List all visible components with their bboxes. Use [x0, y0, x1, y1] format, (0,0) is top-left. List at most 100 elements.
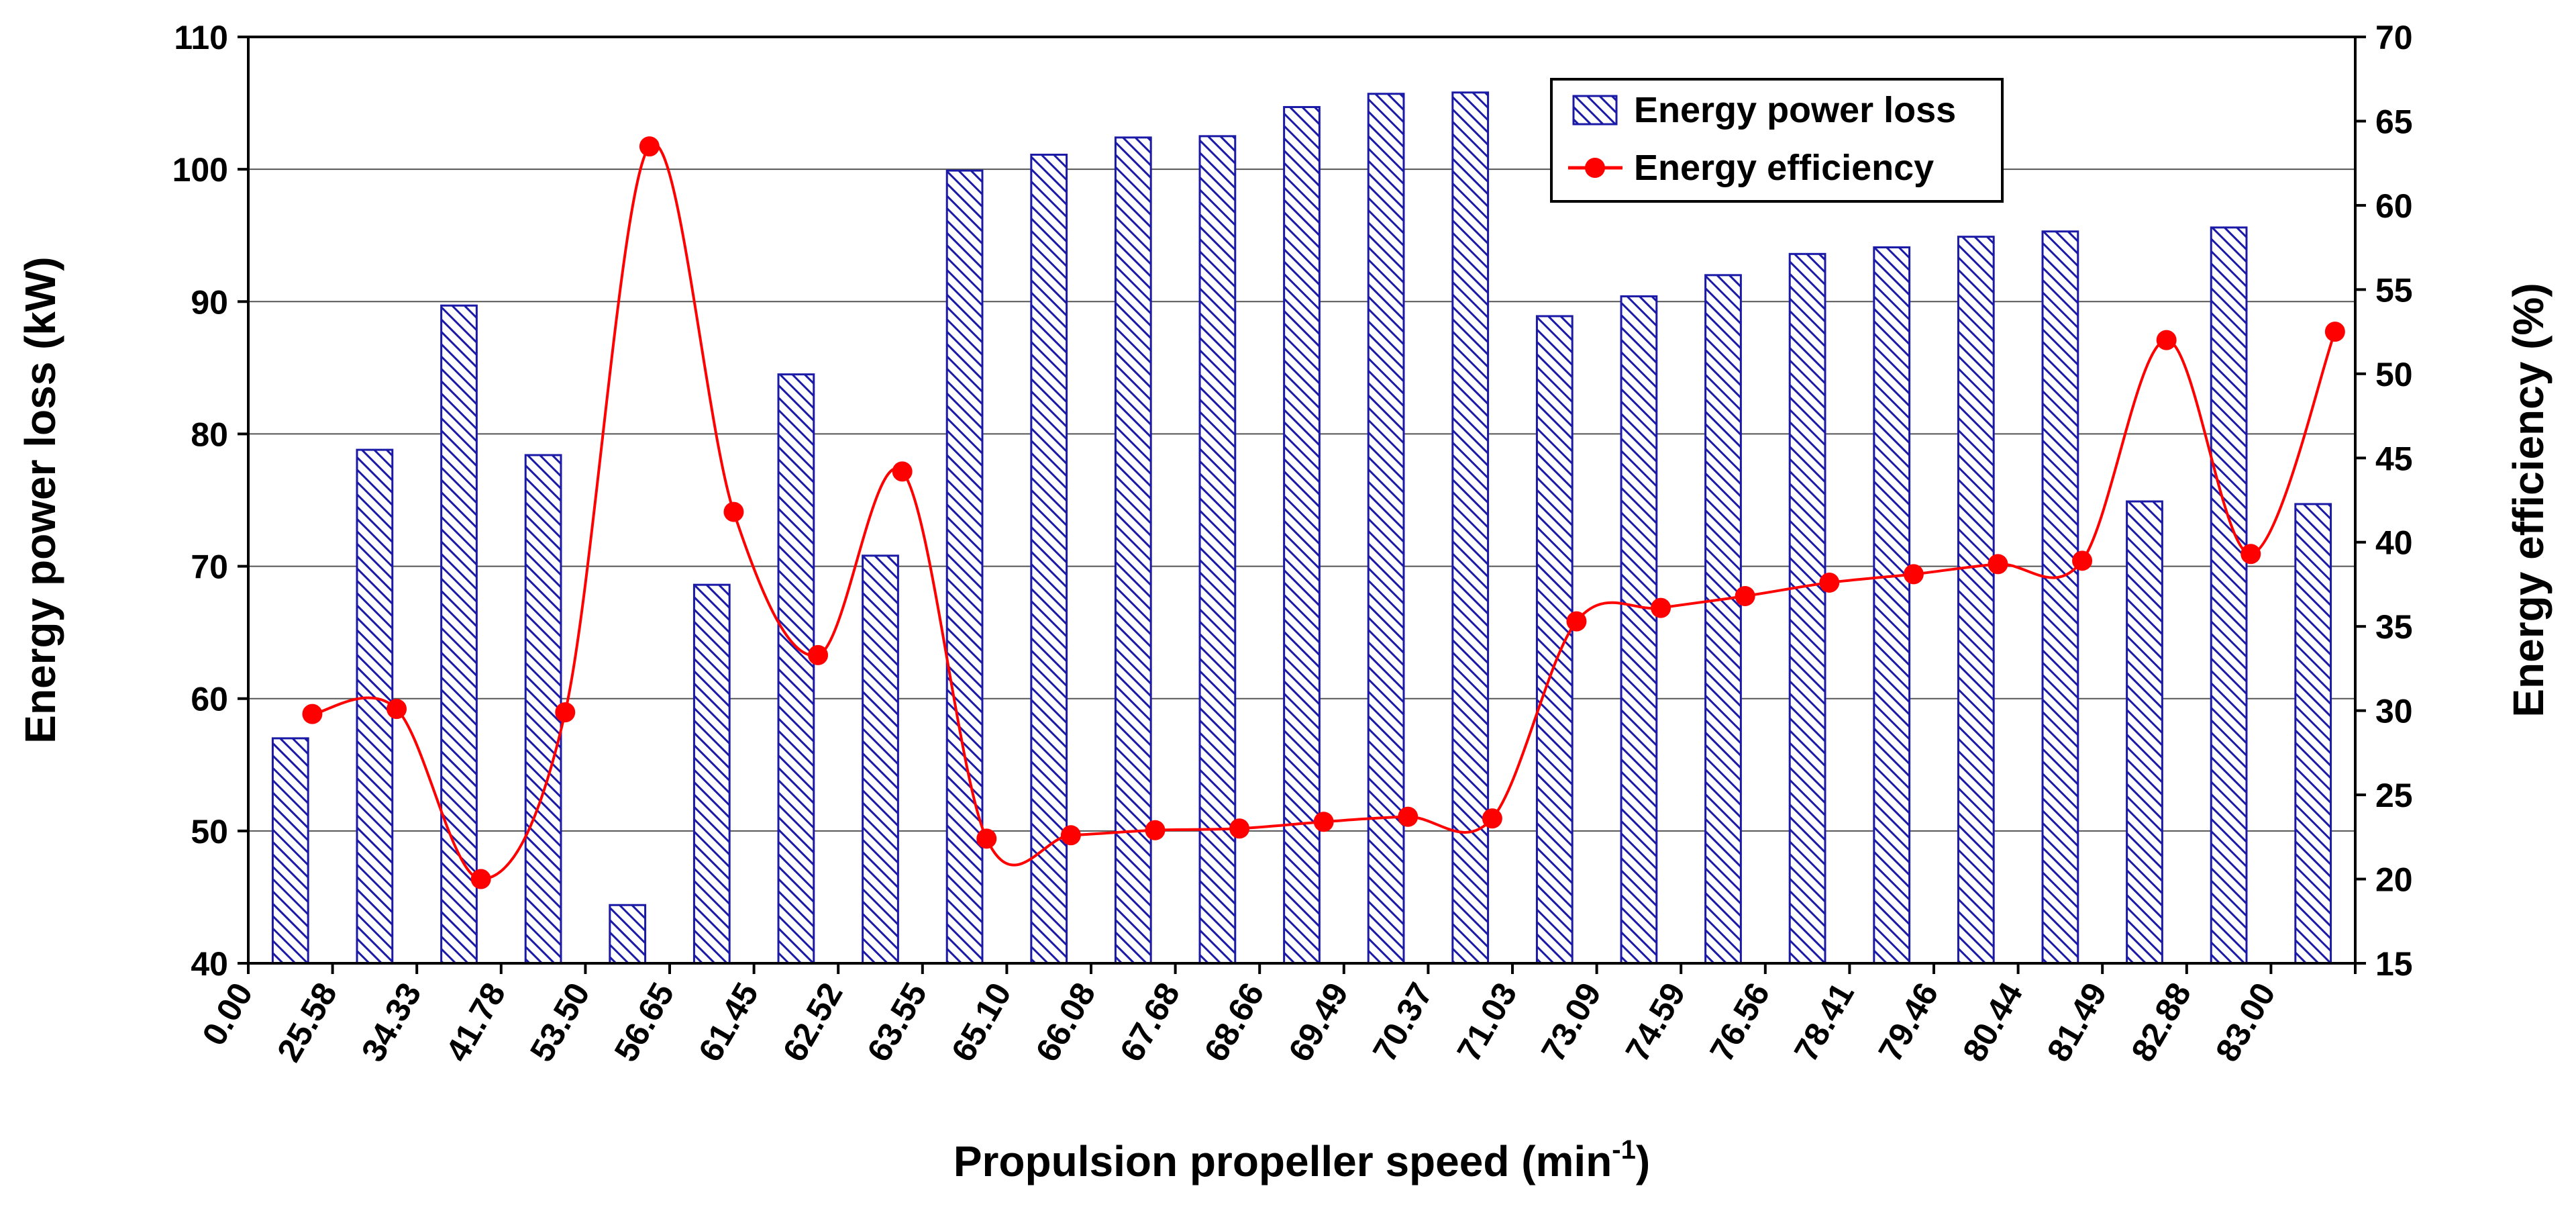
right-tick-label-70: 70	[2375, 19, 2413, 56]
x-tick-label: 81.49	[2040, 977, 2114, 1068]
bar-power-loss	[440, 304, 478, 965]
x-tick-label: 67.68	[1113, 977, 1187, 1068]
left-tick-label-90: 90	[191, 283, 228, 321]
x-tick-label: 78.41	[1787, 977, 1861, 1068]
point-efficiency	[470, 869, 491, 889]
bar-power-loss	[1283, 105, 1321, 965]
legend-box	[1550, 78, 2004, 203]
left-y-axis: 40 50 60 70 80 90 100 110	[172, 19, 248, 983]
point-efficiency	[1651, 597, 1671, 618]
x-tick-label: 56.65	[607, 977, 681, 1068]
x-axis-title: Propulsion propeller speed (min-1)	[954, 1135, 1650, 1185]
bar-power-loss	[1620, 295, 1658, 965]
efficiency-line	[312, 142, 2336, 881]
left-tick-label-40: 40	[191, 945, 228, 983]
point-efficiency	[1060, 825, 1081, 846]
point-efficiency	[1566, 611, 1587, 632]
bar-power-loss	[1114, 136, 1152, 965]
right-tick-label-30: 30	[2375, 693, 2413, 730]
legend-swatch-power-loss	[1572, 95, 1618, 126]
point-efficiency	[1313, 812, 1334, 832]
point-efficiency	[555, 702, 576, 723]
point-efficiency	[2072, 550, 2093, 571]
x-tick-label: 62.52	[776, 977, 850, 1068]
point-efficiency	[1735, 586, 1755, 607]
point-efficiency	[2156, 330, 2177, 350]
x-tick-label: 68.66	[1197, 977, 1272, 1068]
x-tick-label: 69.49	[1281, 977, 1355, 1068]
bar-power-loss	[945, 169, 984, 965]
point-efficiency	[1398, 806, 1419, 827]
right-tick-label-65: 65	[2375, 103, 2413, 140]
x-axis-title-close: )	[1636, 1137, 1650, 1185]
left-tick-label-110: 110	[174, 19, 228, 56]
x-tick-label: 0.00	[195, 977, 260, 1052]
efficiency-points	[302, 136, 2345, 889]
bar-power-loss	[2294, 503, 2332, 965]
x-tick-label: 66.08	[1028, 977, 1102, 1068]
point-efficiency	[302, 703, 323, 724]
bar-power-loss	[862, 554, 899, 965]
bar-power-loss	[777, 373, 815, 965]
left-tick-label-50: 50	[191, 813, 228, 851]
x-axis-title-superscript: -1	[1612, 1135, 1636, 1165]
point-efficiency	[387, 699, 407, 720]
bar-power-loss	[1788, 252, 1826, 965]
legend-marker-efficiency	[1585, 158, 1605, 178]
right-tick-label-40: 40	[2375, 524, 2413, 562]
right-tick-label-45: 45	[2375, 440, 2413, 477]
x-tick-label: 74.59	[1618, 977, 1693, 1068]
point-efficiency	[892, 461, 913, 482]
x-tick-label: 76.56	[1702, 977, 1777, 1068]
right-y-axis: 15 20 25 30 35 40 45 50 55 60 65 70	[2355, 19, 2413, 983]
bar-power-loss	[271, 737, 309, 965]
right-tick-label-20: 20	[2375, 861, 2413, 899]
point-efficiency	[1903, 564, 1924, 585]
bar-series	[271, 91, 2332, 965]
x-tick-label: 53.50	[523, 977, 597, 1068]
point-efficiency	[639, 136, 660, 157]
x-tick-label: 70.37	[1366, 977, 1440, 1068]
x-tick-label: 83.00	[2208, 977, 2283, 1068]
y-axis-title-right: Energy efficiency (%)	[2504, 283, 2553, 717]
point-efficiency	[808, 644, 829, 665]
bar-power-loss	[1535, 315, 1574, 965]
right-tick-label-25: 25	[2375, 777, 2413, 814]
bar-power-loss	[1367, 93, 1405, 965]
x-axis-title-main: Propulsion propeller speed (min	[954, 1137, 1612, 1185]
right-tick-label-35: 35	[2375, 608, 2413, 646]
x-tick-label: 82.88	[2124, 977, 2198, 1068]
x-tick-label: 63.55	[860, 977, 934, 1068]
legend-label-power-loss: Energy power loss	[1634, 90, 1956, 130]
point-efficiency	[2240, 544, 2261, 565]
x-tick-label: 25.58	[270, 977, 344, 1068]
x-tick-label: 71.03	[1449, 977, 1524, 1068]
bar-power-loss	[1198, 135, 1237, 965]
x-tick-label: 41.78	[438, 977, 513, 1068]
x-axis: 0.00 25.58 34.33 41.78 53.50 56.65 61.45 62.52 6…	[195, 963, 2357, 1068]
bar-power-loss	[1704, 274, 1742, 965]
bar-power-loss	[1873, 246, 1911, 965]
point-efficiency	[1988, 554, 2008, 575]
left-tick-label-80: 80	[191, 416, 228, 453]
point-efficiency	[1145, 820, 1166, 840]
left-tick-label-70: 70	[191, 548, 228, 586]
right-tick-label-55: 55	[2375, 271, 2413, 309]
bar-power-loss	[2126, 500, 2163, 965]
left-tick-label-100: 100	[172, 151, 228, 189]
legend-label-efficiency: Energy efficiency	[1634, 148, 1934, 188]
point-efficiency	[1482, 808, 1502, 829]
plot-area-frame	[247, 36, 2357, 965]
bar-power-loss	[2041, 230, 2079, 965]
point-efficiency	[976, 828, 997, 849]
bar-power-loss	[692, 583, 731, 965]
right-tick-label-15: 15	[2375, 945, 2413, 983]
x-tick-label: 73.09	[1534, 977, 1608, 1068]
bar-power-loss	[2210, 226, 2248, 965]
right-tick-label-50: 50	[2375, 356, 2413, 393]
left-tick-label-60: 60	[191, 681, 228, 718]
bar-power-loss	[1030, 153, 1068, 965]
y-axis-title-left: Energy power loss (kW)	[16, 256, 64, 743]
x-tick-label: 65.10	[944, 977, 1019, 1068]
